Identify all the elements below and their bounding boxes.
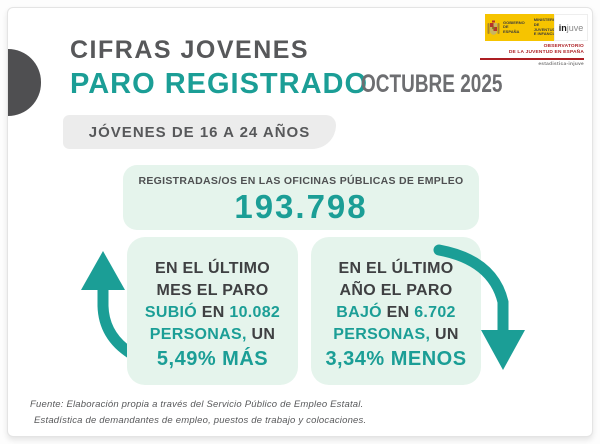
month-change-card: EN EL ÚLTIMO MES EL PARO SUBIÓ EN 10.082… bbox=[127, 237, 298, 385]
year-line-1: EN EL ÚLTIMO bbox=[338, 260, 454, 277]
month-line-1: EN EL ÚLTIMO bbox=[154, 260, 270, 277]
total-value: 193.798 bbox=[234, 188, 368, 225]
year-line-2: AÑO EL PARO bbox=[339, 282, 453, 299]
year-line-4: PERSONAS, UN bbox=[333, 326, 459, 343]
arrow-down-icon bbox=[433, 244, 525, 370]
red-divider-line bbox=[480, 58, 584, 60]
ministerio-label: MINISTERIO DE JUVENTUD E INFANCIA bbox=[533, 17, 558, 37]
site-label: estadistica-injuve bbox=[538, 61, 584, 67]
infographic-card: CIFRAS JOVENES PARO REGISTRADO OCTUBRE 2… bbox=[7, 7, 593, 437]
gobierno-label: GOBIERNO DE ESPAÑA bbox=[503, 19, 525, 34]
report-date: OCTUBRE 2025 bbox=[361, 70, 503, 98]
age-group-badge: JÓVENES DE 16 A 24 AÑOS bbox=[63, 115, 336, 149]
page-title: CIFRAS JOVENES PARO REGISTRADO bbox=[70, 36, 368, 101]
injuve-logo: in juve bbox=[554, 14, 588, 41]
year-line-3: BAJÓ EN 6.702 bbox=[336, 304, 456, 321]
observatorio-line-1: OBSERVATORIO bbox=[543, 44, 584, 49]
observatorio-line-2: DE LA JUVENTUD EN ESPAÑA bbox=[508, 50, 584, 55]
title-line-1: CIFRAS JOVENES bbox=[70, 36, 310, 64]
title-line-2: PARO REGISTRADO bbox=[70, 68, 369, 100]
decorative-half-circle bbox=[8, 49, 41, 116]
observatorio-block: OBSERVATORIO DE LA JUVENTUD EN ESPAÑA es… bbox=[480, 44, 584, 67]
total-registered-box: REGISTRADAS/OS EN LAS OFICINAS PÚBLICAS … bbox=[123, 165, 479, 230]
year-percent: 3,34% MENOS bbox=[325, 348, 467, 370]
age-group-label: JÓVENES DE 16 A 24 AÑOS bbox=[88, 123, 311, 141]
spain-coat-of-arms-icon bbox=[487, 20, 500, 35]
month-percent: 5,49% MÁS bbox=[156, 348, 269, 370]
month-line-4: PERSONAS, UN bbox=[149, 326, 276, 343]
source-line-2: Estadística de demandantes de empleo, pu… bbox=[34, 414, 367, 426]
year-change-card: EN EL ÚLTIMO AÑO EL PARO BAJÓ EN 6.702 P… bbox=[311, 237, 481, 385]
total-label: REGISTRADAS/OS EN LAS OFICINAS PÚBLICAS … bbox=[138, 175, 464, 187]
month-line-2: MES EL PARO bbox=[156, 282, 269, 299]
gobierno-espana-logo: GOBIERNO DE ESPAÑA MINISTERIO DE JUVENTU… bbox=[485, 14, 558, 41]
month-line-3: SUBIÓ EN 10.082 bbox=[144, 304, 281, 321]
source-footer: Fuente: Elaboración propia a través del … bbox=[30, 397, 366, 428]
source-line-1: Fuente: Elaboración propia a través del … bbox=[30, 399, 364, 410]
